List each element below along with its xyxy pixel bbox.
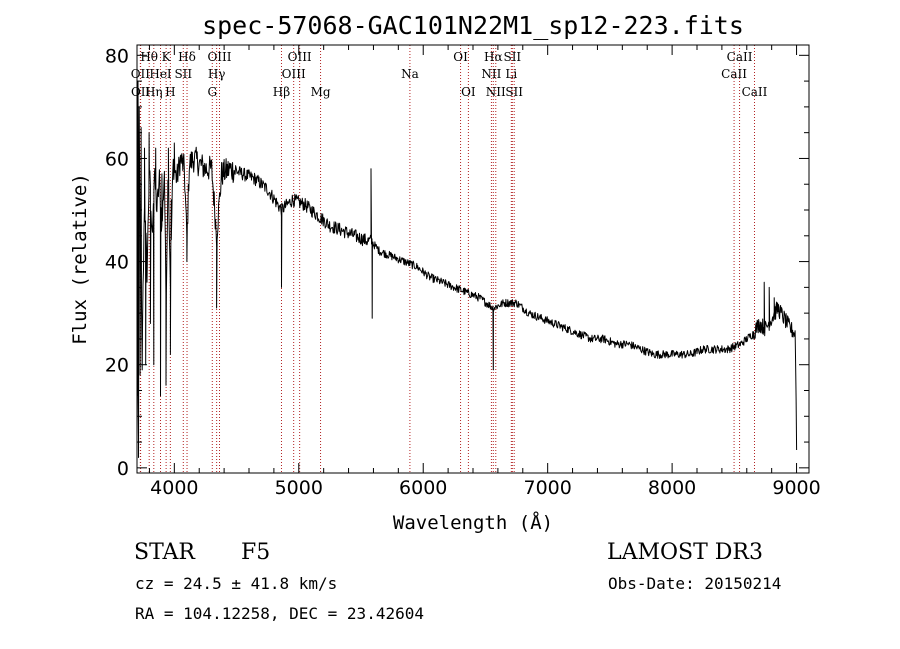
y-tick-label: 80 — [105, 45, 129, 67]
spectral-line-label: OIII — [288, 50, 312, 64]
spectral-line-label: SII — [174, 67, 192, 81]
y-axis-label: Flux (relative) — [69, 173, 91, 345]
spectral-line-label: G — [207, 85, 217, 99]
spectral-line-label: Li — [505, 67, 517, 81]
x-tick-label: 7000 — [523, 477, 571, 499]
spectral-line-label: OI — [461, 85, 476, 99]
spectral-line-label: K — [162, 50, 172, 64]
spectral-line-label: OIII — [282, 67, 306, 81]
plot-frame — [136, 44, 810, 474]
spectral-line-label: H — [165, 85, 175, 99]
spectral-line-label: Na — [401, 67, 419, 81]
axes: 4000 5000 6000 7000 8000 9000 0 20 40 60 80 — [105, 45, 821, 499]
object-class: STAR — [134, 540, 195, 565]
x-tick-label: 9000 — [772, 477, 820, 499]
x-axis-label: Wavelength (Å) — [393, 511, 553, 534]
obs-date: Obs-Date: 20150214 — [608, 574, 782, 593]
object-subclass: F5 — [241, 540, 271, 565]
spectral-line-label: SII — [505, 85, 523, 99]
y-tick-label: 20 — [105, 355, 129, 377]
spectral-line-label: Hη — [145, 85, 163, 99]
spectral-line-label: Hβ — [273, 85, 290, 99]
spectral-line-label: OII — [131, 85, 151, 99]
spectral-line-label: CaII — [721, 67, 747, 81]
spectral-line-label: OIII — [207, 50, 231, 64]
x-tick-label: 8000 — [648, 477, 696, 499]
spectral-line-label: OI — [453, 50, 468, 64]
spectral-line-label: OII — [131, 67, 151, 81]
spectrum-line — [136, 80, 798, 458]
y-tick-label: 60 — [105, 148, 129, 170]
spectral-line-label: NII — [486, 85, 506, 99]
y-tick-label: 40 — [105, 252, 129, 274]
spectral-line-label: Hγ — [208, 67, 226, 81]
spectral-line-label: Hδ — [178, 50, 196, 64]
survey-name: LAMOST DR3 — [607, 540, 763, 565]
x-tick-label: 5000 — [275, 477, 323, 499]
spectral-line-label: SII — [503, 50, 521, 64]
chart-title: spec-57068-GAC101N22M1_sp12-223.fits — [202, 11, 744, 40]
spectral-line-markers — [139, 45, 755, 473]
spectral-line-label: Hα — [484, 50, 503, 64]
spectral-line-label: Hθ — [140, 50, 158, 64]
y-tick-label: 0 — [117, 458, 129, 480]
spectral-line-label: CaII — [727, 50, 753, 64]
x-tick-label: 6000 — [399, 477, 447, 499]
coordinates: RA = 104.12258, DEC = 23.42604 — [135, 604, 424, 623]
spectral-line-label: CaII — [742, 85, 768, 99]
x-tick-label: 4000 — [150, 477, 198, 499]
plot-area — [136, 80, 798, 458]
spectral-line-label: Mg — [311, 85, 331, 99]
velocity-readout: cz = 24.5 ± 41.8 km/s — [135, 574, 338, 593]
spectral-line-label: NII — [481, 67, 501, 81]
spectral-line-label: HeI — [149, 67, 172, 81]
